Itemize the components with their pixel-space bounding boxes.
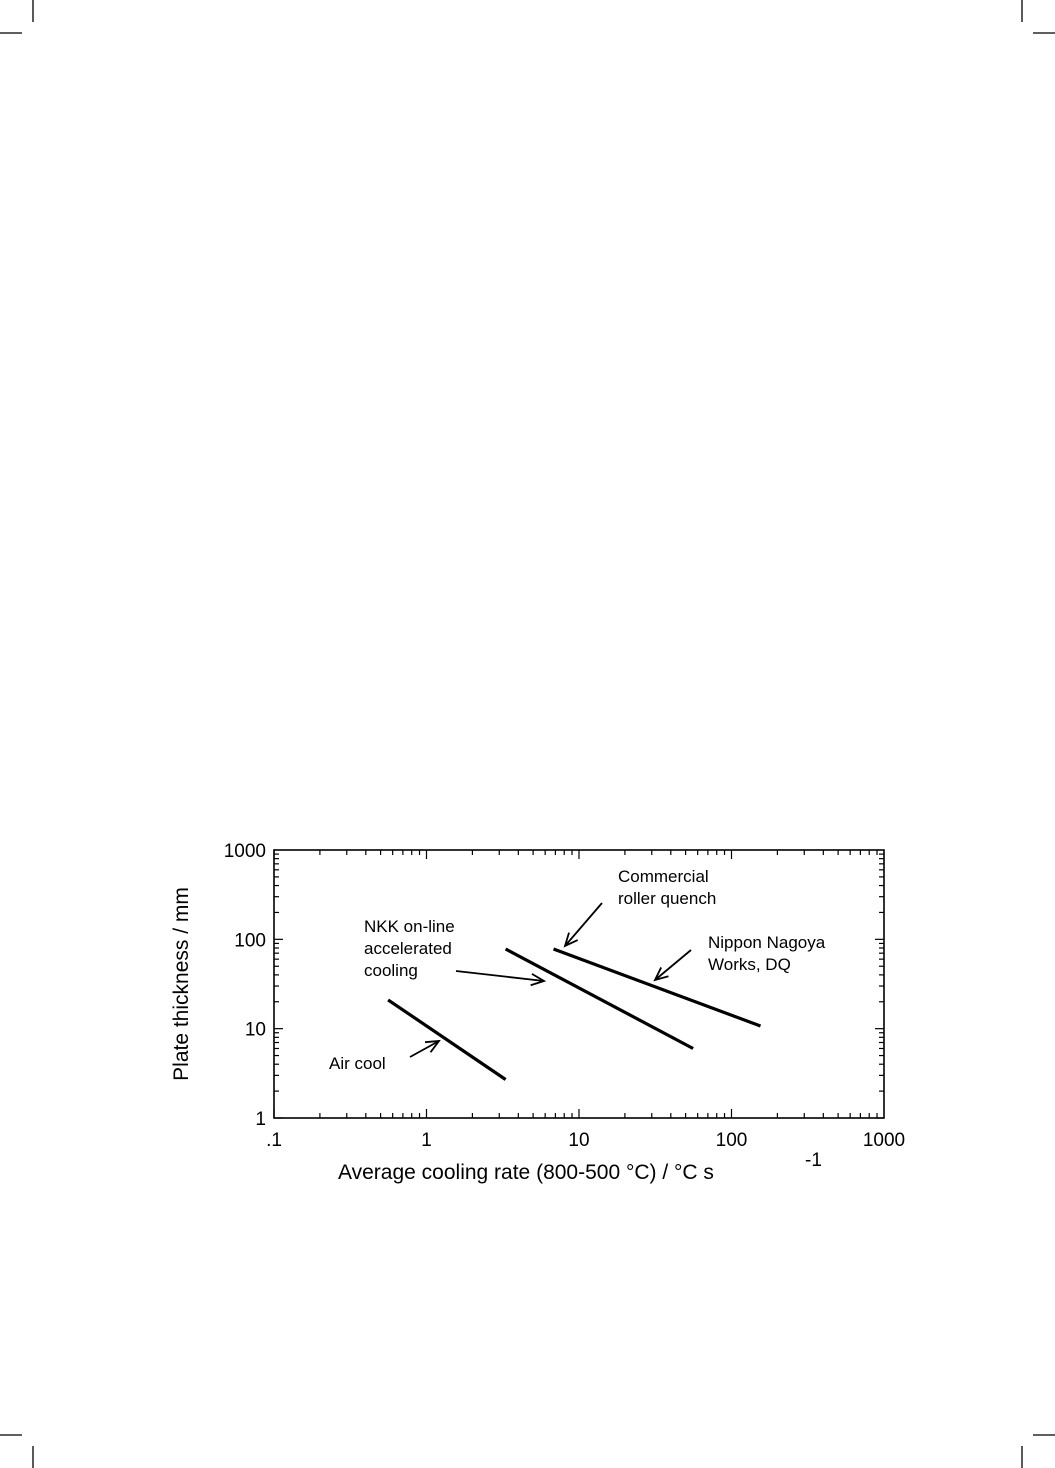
arrow-air-cool: [409, 1040, 440, 1058]
annotations: Air cool NKK on-line accelerated cooling Com…: [329, 867, 826, 1073]
annotation-label-2: roller quench: [618, 889, 716, 908]
x-axis-title: Average cooling rate (800-500 °C) / °C s: [338, 1161, 714, 1184]
series-line-1: [504, 947, 694, 1050]
x-tick-label: 100: [716, 1130, 748, 1151]
arrow-roller-quench-head: [563, 932, 579, 948]
x-tick-label: .1: [266, 1130, 282, 1151]
series-line-0: [387, 998, 507, 1081]
arrow-nkk-head: [530, 973, 547, 987]
x-tick-label: 1: [421, 1130, 432, 1151]
y-axis-title: Plate thickness / mm: [170, 887, 193, 1081]
annotation-label-1: cooling: [364, 961, 418, 980]
annotation-label-3: Works, DQ: [708, 955, 791, 974]
arrow-nkk: [455, 970, 545, 982]
arrow-air-cool-head: [424, 1039, 441, 1053]
axis-ticks: [273, 850, 884, 1119]
annotation-label-3: Nippon Nagoya: [708, 933, 826, 952]
arrow-nippon-nagoya: [654, 949, 692, 981]
y-tick-label: 1000: [224, 841, 266, 862]
y-tick-labels: 1 10 100 1000: [224, 841, 266, 1130]
annotation-label-1: NKK on-line: [364, 917, 455, 936]
x-tick-labels: .1 1 10 100 1000: [266, 1130, 905, 1151]
x-tick-label: 10: [568, 1130, 589, 1151]
series-line-2: [552, 947, 762, 1028]
arrow-nippon-nagoya-head: [653, 967, 669, 982]
plot-frame: [273, 849, 885, 1119]
annotation-label-2: Commercial: [618, 867, 709, 886]
annotation-label-1: accelerated: [364, 939, 452, 958]
series-lines: [387, 947, 762, 1081]
y-tick-label: 100: [234, 930, 266, 951]
y-tick-label: 10: [245, 1020, 266, 1041]
x-tick-label: 1000: [863, 1130, 905, 1151]
y-tick-label: 1: [255, 1109, 266, 1130]
x-axis-title-exponent: -1: [805, 1150, 822, 1171]
arrow-roller-quench: [564, 902, 603, 947]
annotation-label-0: Air cool: [329, 1054, 386, 1073]
